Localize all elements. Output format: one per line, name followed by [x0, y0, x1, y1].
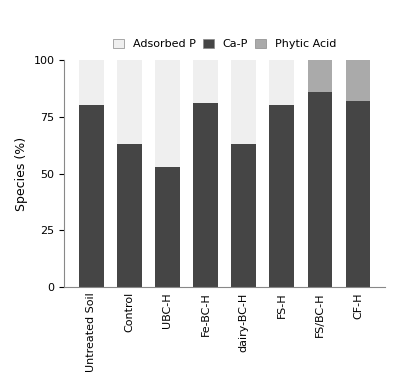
Bar — [193, 103, 218, 288]
Bar — [79, 105, 104, 288]
Bar — [117, 60, 142, 144]
Bar — [155, 167, 180, 288]
Bar — [270, 105, 294, 288]
Bar — [346, 60, 370, 101]
Bar — [231, 144, 256, 288]
Bar — [231, 60, 256, 144]
Bar — [308, 60, 332, 92]
Bar — [308, 92, 332, 288]
Bar — [346, 101, 370, 288]
Bar — [79, 60, 104, 105]
Y-axis label: Species (%): Species (%) — [15, 137, 28, 211]
Bar — [270, 60, 294, 105]
Bar — [155, 60, 180, 167]
Bar — [193, 60, 218, 103]
Bar — [117, 144, 142, 288]
Legend: Adsorbed P, Ca-P, Phytic Acid: Adsorbed P, Ca-P, Phytic Acid — [110, 36, 340, 53]
